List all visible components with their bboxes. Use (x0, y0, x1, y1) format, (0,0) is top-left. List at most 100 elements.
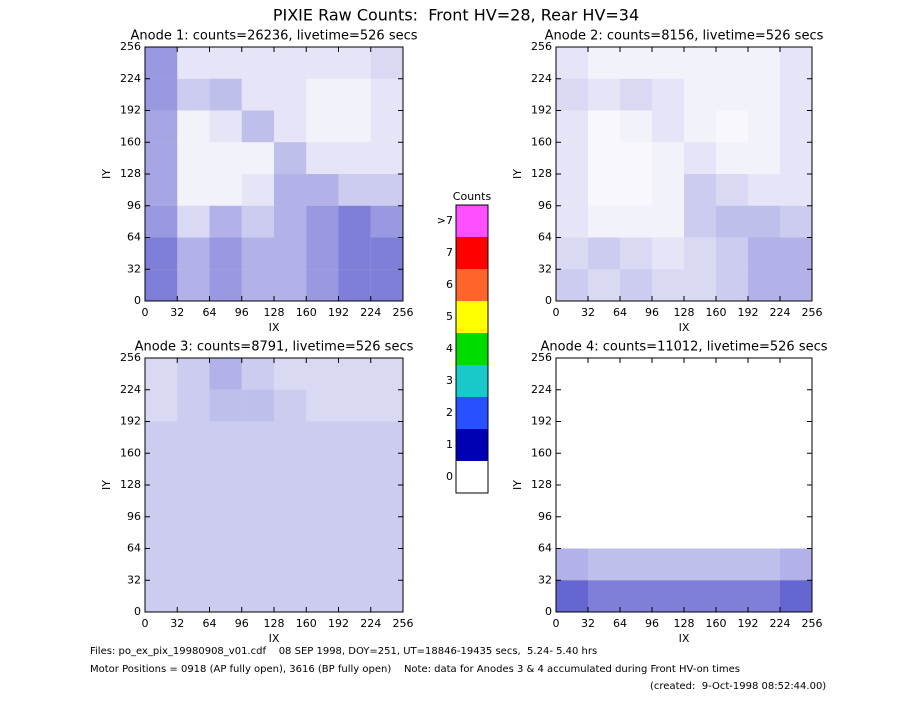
x-tick-label: 160 (296, 617, 317, 630)
heat-cell (338, 237, 371, 270)
heat-cell (588, 47, 620, 79)
heat-cell (370, 110, 403, 143)
heat-cell (684, 269, 716, 301)
heat-cell (556, 174, 588, 206)
y-tick-label: 224 (120, 383, 141, 396)
heat-cell (780, 580, 812, 612)
heat-cell (684, 110, 716, 143)
heat-cell (620, 269, 652, 301)
y-tick-label: 192 (531, 104, 552, 117)
heat-cell (241, 421, 274, 454)
x-axis-label: IX (269, 632, 280, 645)
heat-cell (684, 47, 716, 79)
heat-cell (588, 205, 620, 238)
heat-cell (145, 358, 178, 390)
heat-cell (306, 485, 339, 517)
heat-cell (274, 269, 307, 301)
heat-cell (588, 548, 620, 581)
heat-cell (370, 142, 403, 174)
heat-cell (241, 389, 274, 422)
heat-cell (338, 110, 371, 143)
heat-cell (556, 580, 588, 612)
heat-cell (748, 580, 780, 612)
x-tick-label: 64 (203, 306, 217, 319)
heat-cell (370, 421, 403, 454)
heat-cell (145, 421, 178, 454)
heat-cell (684, 174, 716, 206)
heat-cell (145, 453, 178, 485)
heat-cell (209, 358, 242, 390)
y-tick-label: 32 (127, 262, 141, 275)
heat-cell (209, 453, 242, 485)
heat-cell (241, 110, 274, 143)
heat-cell (748, 422, 780, 454)
colorbar-title: Counts (453, 190, 492, 203)
colorbar-frame (455, 204, 489, 494)
heat-cell (274, 421, 307, 454)
x-tick-label: 96 (645, 617, 659, 630)
y-tick-label: 0 (545, 294, 552, 307)
heat-cell (370, 485, 403, 517)
heat-cell (209, 174, 242, 206)
heat-cell (748, 110, 780, 143)
y-tick-label: 32 (538, 573, 552, 586)
heat-cell (620, 580, 652, 612)
y-tick-label: 0 (134, 294, 141, 307)
x-tick-label: 32 (170, 617, 184, 630)
color-swatch (456, 269, 488, 301)
x-tick-label: 256 (802, 306, 823, 319)
heat-cell (652, 269, 684, 301)
heat-cell (684, 358, 716, 390)
heat-cell (338, 47, 371, 79)
x-tick-label: 128 (674, 306, 695, 319)
heat-cell (209, 485, 242, 517)
heat-cell (556, 110, 588, 143)
heat-cell (209, 269, 242, 301)
heat-cell (556, 548, 588, 581)
y-tick-label: 0 (134, 605, 141, 618)
heat-cell (306, 174, 339, 206)
y-tick-label: 32 (538, 262, 552, 275)
heat-cell (684, 237, 716, 270)
heat-cell (556, 517, 588, 549)
x-tick-label: 160 (706, 617, 727, 630)
heat-cell (209, 516, 242, 549)
y-tick-label: 192 (120, 415, 141, 428)
y-tick-label: 128 (531, 167, 552, 180)
heat-cell (716, 517, 748, 549)
heat-cell (370, 580, 403, 612)
x-tick-label: 128 (264, 617, 285, 630)
heat-cell (748, 517, 780, 549)
heat-cell (556, 142, 588, 174)
heat-cell (338, 516, 371, 549)
heat-cell (338, 205, 371, 238)
heat-cell (241, 453, 274, 485)
x-tick-label: 96 (645, 306, 659, 319)
heat-cell (209, 389, 242, 422)
heat-cell (652, 174, 684, 206)
heat-cell (652, 47, 684, 79)
y-tick-label: 224 (531, 383, 552, 396)
heat-cell (684, 142, 716, 174)
y-tick-label: 64 (127, 231, 141, 244)
heat-cell (684, 78, 716, 111)
heat-cell (748, 174, 780, 206)
x-tick-label: 0 (142, 306, 149, 319)
x-tick-label: 96 (235, 306, 249, 319)
heat-cell (588, 78, 620, 111)
heat-cell (370, 269, 403, 301)
heat-cell (556, 205, 588, 238)
heat-cell (620, 174, 652, 206)
heat-cell (177, 174, 210, 206)
heat-cell (652, 485, 684, 517)
heat-cell (274, 174, 307, 206)
heat-cell (556, 269, 588, 301)
heat-cell (748, 142, 780, 174)
heat-cell (370, 47, 403, 79)
heat-cell (177, 580, 210, 612)
heat-cell (620, 517, 652, 549)
heat-cell (748, 47, 780, 79)
heat-cell (556, 78, 588, 111)
heat-cell (177, 389, 210, 422)
